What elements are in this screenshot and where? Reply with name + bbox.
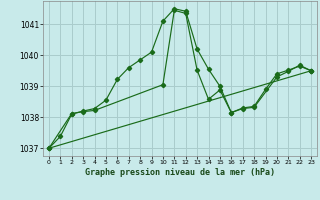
X-axis label: Graphe pression niveau de la mer (hPa): Graphe pression niveau de la mer (hPa)	[85, 168, 275, 177]
